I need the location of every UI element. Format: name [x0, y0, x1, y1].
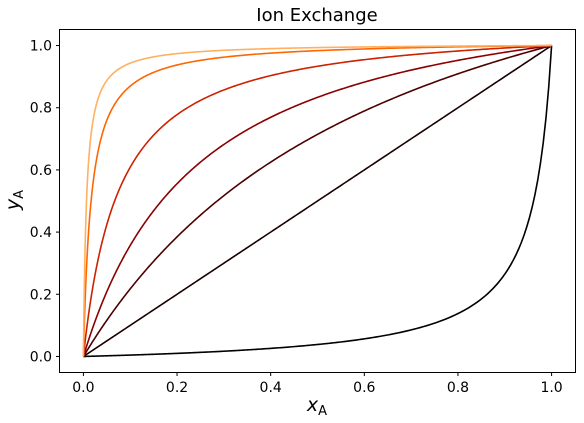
y-axis-label: yA: [2, 190, 27, 211]
x-tick-label: 0.2: [166, 380, 188, 396]
y-tick-label: 1.0: [30, 39, 52, 55]
series-line-3: [82, 44, 552, 358]
y-tick-label: 0.2: [30, 287, 52, 303]
series-curves: [82, 44, 553, 358]
x-tick-label: 0.0: [72, 380, 94, 396]
series-line-4: [82, 44, 552, 358]
y-tick-label: 0.4: [30, 225, 52, 241]
x-tick-label: 0.6: [353, 380, 375, 396]
y-tick-label: 0.0: [30, 349, 52, 365]
chart-title: Ion Exchange: [256, 5, 377, 26]
x-axis-label-main: x: [306, 394, 319, 416]
y-axis-ticks: 0.0 0.2 0.4 0.6 0.8 1.0: [30, 39, 60, 365]
series-line-6: [82, 44, 552, 357]
series-line-1: [83, 45, 553, 358]
x-axis-label-sub: A: [318, 404, 327, 419]
x-tick-label: 0.8: [447, 380, 469, 396]
y-axis-label-main: y: [2, 198, 24, 211]
series-line-7: [82, 44, 552, 357]
x-axis-label: xA: [306, 394, 327, 419]
y-tick-label: 0.6: [30, 163, 52, 179]
x-tick-label: 0.4: [260, 380, 282, 396]
plot-frame: [59, 29, 576, 373]
series-line-2: [82, 44, 553, 358]
y-axis-label-sub: A: [12, 190, 27, 199]
y-tick-label: 0.8: [30, 101, 52, 117]
x-axis-ticks: 0.0 0.2 0.4 0.6 0.8 1.0: [72, 372, 563, 396]
x-tick-label: 1.0: [540, 380, 562, 396]
series-line-5: [82, 44, 552, 357]
